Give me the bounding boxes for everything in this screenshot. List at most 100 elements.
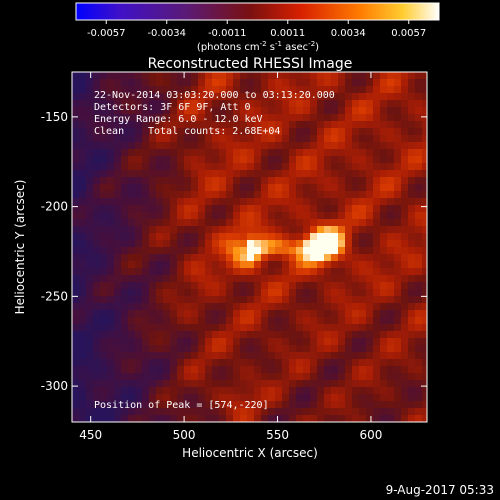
image-pixel <box>352 331 359 338</box>
image-pixel <box>352 282 359 289</box>
image-pixel <box>345 198 352 205</box>
image-pixel <box>331 226 338 233</box>
image-pixel <box>422 380 427 387</box>
image-pixel <box>310 345 317 352</box>
image-pixel <box>401 352 408 359</box>
image-pixel <box>380 324 387 331</box>
image-pixel <box>100 219 107 226</box>
image-pixel <box>107 247 114 254</box>
image-pixel <box>156 212 163 219</box>
image-pixel <box>303 352 310 359</box>
image-pixel <box>338 282 345 289</box>
image-pixel <box>114 282 121 289</box>
image-pixel <box>170 296 177 303</box>
image-pixel <box>331 380 338 387</box>
image-pixel <box>366 275 373 282</box>
image-pixel <box>268 415 275 422</box>
image-pixel <box>191 345 198 352</box>
image-pixel <box>415 135 422 142</box>
image-pixel <box>254 219 261 226</box>
image-pixel <box>247 191 254 198</box>
image-pixel <box>331 191 338 198</box>
image-pixel <box>86 170 93 177</box>
image-pixel <box>338 415 345 422</box>
image-pixel <box>352 170 359 177</box>
image-pixel <box>303 86 310 93</box>
image-pixel <box>359 86 366 93</box>
image-pixel <box>205 331 212 338</box>
image-pixel <box>387 163 394 170</box>
image-pixel <box>114 296 121 303</box>
image-pixel <box>247 184 254 191</box>
image-pixel <box>163 79 170 86</box>
image-pixel <box>191 163 198 170</box>
image-pixel <box>142 359 149 366</box>
image-pixel <box>331 261 338 268</box>
image-pixel <box>338 359 345 366</box>
image-pixel <box>289 177 296 184</box>
image-pixel <box>289 128 296 135</box>
image-pixel <box>86 163 93 170</box>
image-pixel <box>205 107 212 114</box>
image-pixel <box>394 198 401 205</box>
image-pixel <box>387 289 394 296</box>
image-pixel <box>338 296 345 303</box>
image-pixel <box>170 310 177 317</box>
image-pixel <box>296 331 303 338</box>
image-pixel <box>254 324 261 331</box>
image-pixel <box>121 128 128 135</box>
image-pixel <box>282 149 289 156</box>
image-pixel <box>261 226 268 233</box>
image-pixel <box>415 240 422 247</box>
image-pixel <box>317 149 324 156</box>
image-pixel <box>380 177 387 184</box>
image-pixel <box>226 107 233 114</box>
image-pixel <box>394 177 401 184</box>
image-pixel <box>226 240 233 247</box>
image-pixel <box>121 191 128 198</box>
image-pixel <box>198 226 205 233</box>
image-pixel <box>275 373 282 380</box>
image-pixel <box>121 114 128 121</box>
image-pixel <box>100 79 107 86</box>
image-pixel <box>380 352 387 359</box>
image-pixel <box>107 380 114 387</box>
image-pixel <box>107 163 114 170</box>
image-pixel <box>114 268 121 275</box>
image-pixel <box>303 93 310 100</box>
image-pixel <box>261 100 268 107</box>
image-pixel <box>177 93 184 100</box>
image-pixel <box>198 86 205 93</box>
image-pixel <box>233 324 240 331</box>
image-pixel <box>373 394 380 401</box>
image-pixel <box>345 303 352 310</box>
image-pixel <box>352 254 359 261</box>
image-pixel <box>324 394 331 401</box>
image-pixel <box>352 303 359 310</box>
image-pixel <box>240 142 247 149</box>
image-pixel <box>233 226 240 233</box>
image-pixel <box>86 233 93 240</box>
image-pixel <box>184 324 191 331</box>
image-pixel <box>135 72 142 79</box>
image-pixel <box>296 191 303 198</box>
image-pixel <box>352 268 359 275</box>
image-pixel <box>72 142 79 149</box>
image-pixel <box>254 296 261 303</box>
image-pixel <box>387 359 394 366</box>
image-pixel <box>226 247 233 254</box>
image-pixel <box>135 345 142 352</box>
image-pixel <box>324 205 331 212</box>
image-pixel <box>191 191 198 198</box>
image-pixel <box>226 359 233 366</box>
image-pixel <box>275 100 282 107</box>
image-pixel <box>331 317 338 324</box>
image-pixel <box>191 170 198 177</box>
image-pixel <box>219 296 226 303</box>
image-pixel <box>310 324 317 331</box>
image-pixel <box>121 86 128 93</box>
image-pixel <box>415 324 422 331</box>
image-pixel <box>191 219 198 226</box>
image-pixel <box>394 415 401 422</box>
image-pixel <box>205 240 212 247</box>
